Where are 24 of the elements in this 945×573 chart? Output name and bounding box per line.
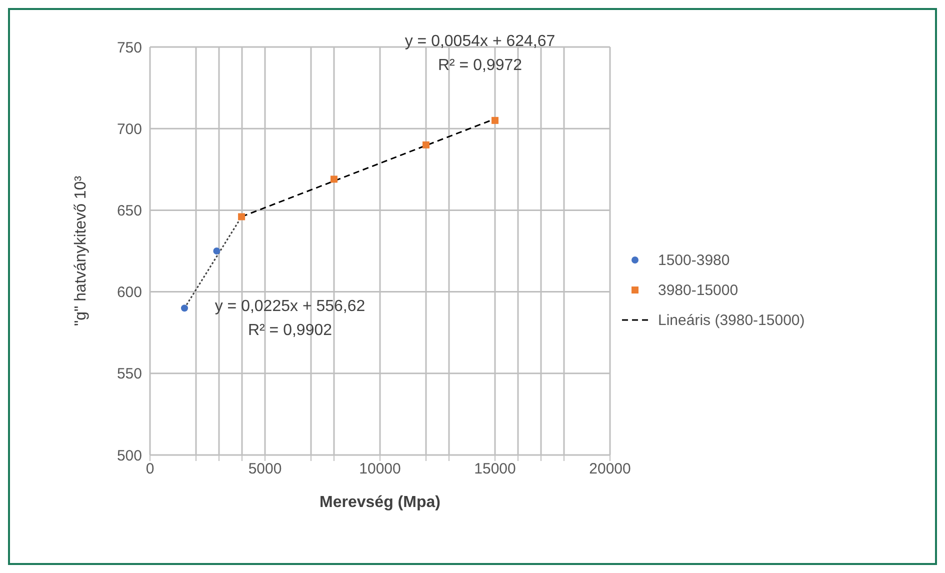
y-tick-label: 650: [116, 202, 142, 220]
legend-label: 1500-3980: [658, 252, 730, 268]
y-tick-label: 500: [116, 447, 142, 464]
x-tick-label: 15000: [474, 460, 516, 478]
x-axis-title: Merevség (Mpa): [320, 494, 440, 511]
point: [330, 176, 338, 183]
x-tick-label: 5000: [248, 460, 282, 478]
point: [181, 304, 188, 312]
legend-label: 3980-15000: [658, 282, 738, 298]
point: [422, 141, 430, 148]
legend-label: Lineáris (3980-15000): [658, 312, 805, 328]
x-tick-label: 0: [146, 460, 154, 478]
y-tick-label: 700: [116, 120, 142, 138]
x-tick-label: 20000: [589, 460, 631, 478]
y-tick-label: 550: [116, 366, 142, 383]
y-tick-label: 600: [116, 284, 142, 302]
point: [213, 248, 220, 254]
y-axis-title: "g" hatványkitevő 10³: [72, 175, 90, 326]
point: [238, 213, 246, 220]
y-tick-label: 750: [116, 39, 142, 56]
point: [492, 116, 498, 124]
annotation: y = 0,0054x + 624,67 R² = 0,9972: [404, 32, 556, 76]
annotation: y = 0,0225x + 556,62 R² = 0,9902: [214, 297, 366, 341]
x-tick-label: 10000: [359, 460, 401, 478]
